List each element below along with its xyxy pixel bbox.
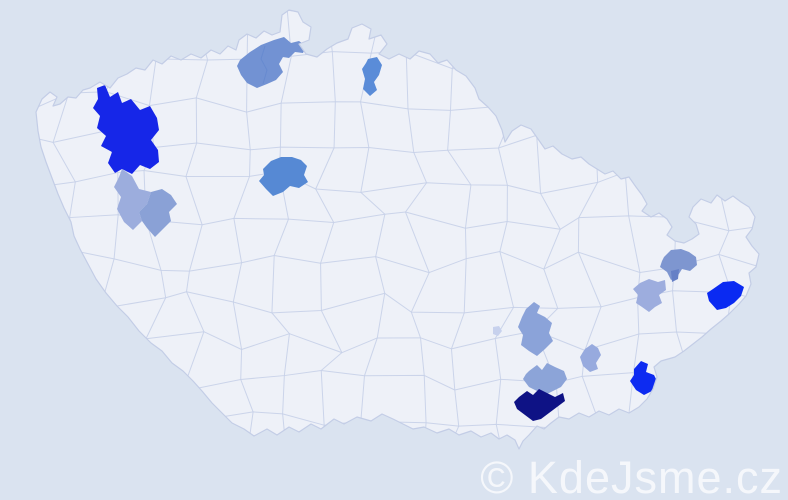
highlight-moravia-small-light[interactable] — [580, 344, 601, 372]
district-border-line — [315, 10, 343, 449]
highlight-north-medium-blue-pair[interactable] — [237, 37, 306, 88]
highlight-north-small-blue[interactable] — [362, 57, 382, 96]
highlight-south-navy[interactable] — [514, 389, 565, 421]
district-border-line — [181, 10, 209, 449]
highlight-northeast-medium-blue[interactable] — [660, 249, 697, 280]
highlight-moravia-tall-blue[interactable] — [518, 302, 553, 356]
divider-north-pair — [260, 45, 268, 85]
highlight-south-medium-blue[interactable] — [523, 363, 567, 395]
country-land — [36, 10, 759, 449]
highlight-far-east-bright-blue[interactable] — [707, 281, 744, 310]
highlight-southeast-bright-blue[interactable] — [630, 361, 658, 395]
country-outline — [35, 9, 760, 450]
highlight-west-light-blue-right[interactable] — [139, 189, 177, 237]
highlight-east-light-blue[interactable] — [633, 279, 666, 312]
highlight-tiny-pale-dot[interactable] — [493, 326, 502, 336]
highlight-northeast-small-wedge[interactable] — [671, 269, 679, 282]
highlight-west-light-blue-left[interactable] — [114, 169, 151, 230]
highlight-west-bright-blue[interactable] — [93, 85, 159, 174]
highlight-central-medium-blue[interactable] — [259, 157, 308, 196]
